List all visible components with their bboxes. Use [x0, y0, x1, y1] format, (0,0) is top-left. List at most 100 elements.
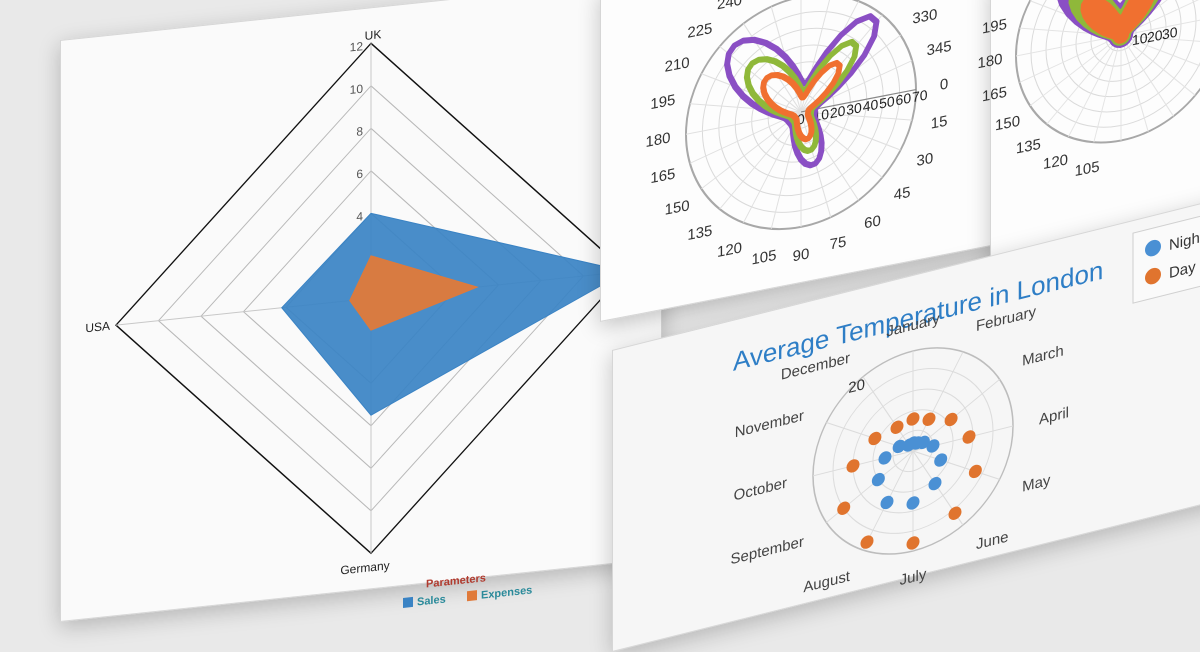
- legend-label-sales: Sales: [417, 593, 446, 608]
- data-point-night: [916, 435, 930, 450]
- data-point-night: [880, 495, 894, 510]
- month-label: August: [803, 568, 850, 597]
- polar-angle-label: 105: [751, 247, 776, 269]
- radar-chart: 4681012UKJaGermanyUSAParametersSalesExpe…: [85, 27, 645, 608]
- polar-angle-label: 225: [687, 20, 712, 42]
- data-point-day: [906, 412, 920, 426]
- data-point-day: [868, 431, 882, 446]
- month-label: June: [976, 528, 1009, 553]
- legend-box: [1132, 207, 1200, 304]
- polar-spoke: [1029, 35, 1122, 107]
- polar-radial-label: 0: [797, 110, 805, 127]
- legend-label-day: Day: [1169, 259, 1196, 282]
- polar-angle-label: 120: [1043, 151, 1068, 173]
- polar-angle-label: 330: [912, 6, 937, 28]
- data-point-night: [926, 439, 940, 453]
- polar-radial-label: 10: [1132, 29, 1148, 48]
- polar-angle-label: 210: [995, 0, 1020, 3]
- polar-spoke: [1046, 35, 1122, 125]
- data-point-day: [837, 501, 851, 515]
- polar-spoke: [813, 450, 913, 477]
- polar-spoke: [1068, 35, 1122, 137]
- temperature-chart-card: Average Temperature in London January Febr…: [612, 194, 1200, 652]
- legend-marker-night: [1145, 239, 1161, 257]
- polar-spoke: [912, 351, 964, 452]
- polar-radial-label: 40: [863, 96, 879, 115]
- polar-spoke: [1121, 14, 1200, 37]
- month-label: March: [1022, 343, 1064, 370]
- polar-series-area: [1080, 0, 1158, 44]
- polar-angle-label: 135: [687, 222, 712, 244]
- polar-spoke: [719, 111, 802, 210]
- data-point-night: [934, 453, 948, 467]
- legend-swatch-expenses: [467, 590, 477, 602]
- polar-spoke: [862, 376, 914, 452]
- polar-spoke: [1120, 35, 1174, 117]
- month-label: July: [900, 566, 927, 589]
- legend-label-expenses: Expenses: [481, 584, 532, 601]
- month-label: October: [734, 475, 787, 505]
- radar-tick-label: 6: [356, 167, 363, 182]
- polar-angle-label: 150: [995, 113, 1020, 135]
- polar-line-chart-2: 2101951801651501351201050102030: [977, 0, 1200, 180]
- polar-radial-label: 60: [896, 90, 912, 109]
- data-point-day: [860, 535, 874, 549]
- polar-series-line: [760, 59, 843, 143]
- polar-spoke: [1120, 35, 1149, 132]
- polar-radial-label: 70: [912, 86, 928, 105]
- polar-spoke: [1019, 35, 1122, 83]
- polar-spoke: [912, 450, 1000, 480]
- polar-angle-label: 240: [717, 0, 742, 13]
- polar-angle-label: 180: [645, 129, 670, 151]
- polar-spoke: [1120, 35, 1200, 71]
- data-point-night: [906, 496, 920, 510]
- data-point-day: [890, 420, 904, 434]
- polar-radial-label: 50: [879, 93, 895, 112]
- polar-angle-label: 315: [890, 0, 915, 3]
- polar-series-line: [743, 38, 860, 155]
- radial-tick-label: 20: [848, 376, 865, 397]
- polar-radial-label: 30: [1162, 24, 1178, 43]
- polar-radial-label: 20: [830, 102, 846, 121]
- polar-angle-label: 105: [1075, 158, 1100, 180]
- radar-category-label: USA: [85, 319, 110, 336]
- polar-spoke: [719, 45, 802, 113]
- radar-series-expenses: [349, 255, 479, 331]
- polar-spoke: [689, 103, 802, 113]
- radar-series-sales: [281, 212, 628, 416]
- data-point-day: [906, 536, 920, 550]
- data-point-day: [922, 412, 936, 426]
- polar-angle-label: 30: [917, 150, 934, 170]
- polar-spoke: [1120, 35, 1200, 44]
- radar-tick-label: 12: [350, 39, 364, 54]
- polar-spoke: [1120, 35, 1196, 96]
- radar-chart-card: 4681012UKJaGermanyUSAParametersSalesExpe…: [60, 0, 662, 623]
- legend-marker-day: [1145, 267, 1161, 285]
- polar-angle-label: 120: [717, 239, 742, 261]
- data-point-day: [944, 412, 958, 427]
- radar-category-label: Germany: [340, 558, 389, 577]
- polar-angle-label: 180: [977, 51, 1002, 73]
- polar-radial-label: 30: [846, 99, 862, 118]
- polar-spoke: [800, 111, 913, 121]
- radar-tick-label: 4: [356, 209, 363, 224]
- polar-angle-label: 60: [864, 212, 881, 232]
- polar-angle-label: 135: [1016, 136, 1041, 158]
- data-point-day: [948, 506, 962, 520]
- polar-spoke: [701, 111, 802, 190]
- data-point-day: [846, 459, 860, 473]
- polar-line-chart-card: 0 15 30 45 60 75 90 105 120 135 150 165 180 195 210 225…: [600, 0, 1012, 322]
- polar-radial-axis: [801, 88, 916, 113]
- radar-category-label: UK: [365, 27, 382, 43]
- data-point-day: [968, 464, 982, 479]
- month-label: September: [731, 533, 804, 568]
- polar-spoke: [1093, 35, 1122, 143]
- data-point-night: [892, 439, 906, 454]
- month-label: May: [1022, 472, 1051, 496]
- data-point-night: [878, 451, 892, 465]
- polar-angle-label: 45: [894, 184, 911, 204]
- polar-line-chart-card-2: 2101951801651501351201050102030: [977, 0, 1200, 267]
- polar-radial-label: 20: [1147, 27, 1163, 46]
